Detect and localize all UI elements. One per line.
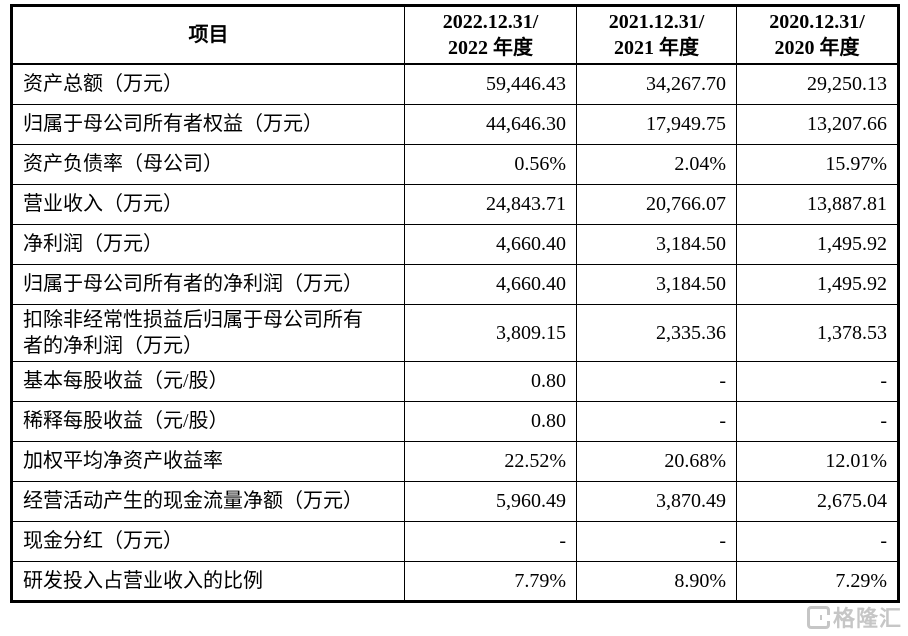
row-value: 15.97%	[736, 143, 899, 185]
row-value: -	[576, 520, 737, 562]
row-label: 稀释每股收益（元/股）	[11, 400, 405, 442]
row-value: 7.29%	[736, 560, 899, 602]
row-value: 20,766.07	[576, 183, 737, 225]
table-row: 资产总额（万元） 59,446.43 34,267.70 29,250.13	[11, 63, 899, 105]
watermark-text: 格隆汇	[832, 606, 902, 631]
row-value: 5,960.49	[404, 480, 577, 522]
table-row: 营业收入（万元） 24,843.71 20,766.07 13,887.81	[11, 183, 899, 225]
table-body: 资产总额（万元） 59,446.43 34,267.70 29,250.13 归属于母公…	[11, 63, 899, 602]
row-value: 2.04%	[576, 143, 737, 185]
row-value: 20.68%	[576, 440, 737, 482]
row-value: 59,446.43	[404, 63, 577, 105]
row-label: 加权平均净资产收益率	[11, 440, 405, 482]
row-value: -	[576, 360, 737, 402]
row-value: 3,184.50	[576, 263, 737, 305]
row-value: 8.90%	[576, 560, 737, 602]
row-value: 13,887.81	[736, 183, 899, 225]
row-value: 2,675.04	[736, 480, 899, 522]
row-value: 1,495.92	[736, 223, 899, 265]
table-row: 现金分红（万元） - - -	[11, 520, 899, 562]
table-row: 经营活动产生的现金流量净额（万元） 5,960.49 3,870.49 2,675.0…	[11, 480, 899, 522]
row-value: -	[576, 400, 737, 442]
row-value: 4,660.40	[404, 223, 577, 265]
table-row: 稀释每股收益（元/股） 0.80- -	[11, 400, 899, 442]
row-label: 归属于母公司所有者的净利润（万元）	[11, 263, 405, 305]
row-value: 3,870.49	[576, 480, 737, 522]
watermark: 格隆汇	[806, 601, 902, 633]
table-row: 研发投入占营业收入的比例 7.79% 8.90% 7.29%	[11, 560, 899, 602]
row-value: 12.01%	[736, 440, 899, 482]
gelonghui-logo-icon	[806, 605, 830, 629]
row-value: -	[736, 520, 899, 562]
table-row: 资产负债率（母公司） 0.56% 2.04% 15.97%	[11, 143, 899, 185]
row-label: 经营活动产生的现金流量净额（万元）	[11, 480, 405, 522]
column-header-item: 项目	[11, 5, 405, 65]
row-value: 0.80	[404, 400, 577, 442]
row-label: 研发投入占营业收入的比例	[11, 560, 405, 602]
row-value: 1,495.92	[736, 263, 899, 305]
row-value: 0.56%	[404, 143, 577, 185]
row-label: 扣除非经常性损益后归属于母公司所有 者的净利润（万元）	[11, 303, 405, 362]
row-value: -	[736, 400, 899, 442]
row-value: 2,335.36	[576, 303, 737, 362]
row-value: 29,250.13	[736, 63, 899, 105]
header-row: 项目 2022.12.31/ 2022 年度 2021.12.31/ 2021 …	[11, 5, 899, 65]
row-label: 现金分红（万元）	[11, 520, 405, 562]
row-label: 资产负债率（母公司）	[11, 143, 405, 185]
table-row: 加权平均净资产收益率 22.52% 20.68% 12.01%	[11, 440, 899, 482]
table-header: 项目 2022.12.31/ 2022 年度 2021.12.31/ 2021 …	[11, 5, 899, 65]
row-label: 净利润（万元）	[11, 223, 405, 265]
table-row: 净利润（万元） 4,660.40 3,184.50 1,495.92	[11, 223, 899, 265]
column-header-2020: 2020.12.31/ 2020 年度	[736, 5, 899, 65]
row-label: 归属于母公司所有者权益（万元）	[11, 103, 405, 145]
row-value: 34,267.70	[576, 63, 737, 105]
row-value: 0.80	[404, 360, 577, 402]
row-value: 44,646.30	[404, 103, 577, 145]
row-value: 22.52%	[404, 440, 577, 482]
table-row: 归属于母公司所有者权益（万元） 44,646.30 17,949.75 13,207.…	[11, 103, 899, 145]
row-value: 17,949.75	[576, 103, 737, 145]
row-value: -	[404, 520, 577, 562]
table-row: 扣除非经常性损益后归属于母公司所有 者的净利润（万元） 3,809.15 2,335…	[11, 303, 899, 362]
table-row: 基本每股收益（元/股） 0.80- -	[11, 360, 899, 402]
row-value: 7.79%	[404, 560, 577, 602]
row-value: -	[736, 360, 899, 402]
row-value: 3,809.15	[404, 303, 577, 362]
column-header-2021: 2021.12.31/ 2021 年度	[576, 5, 737, 65]
row-value: 24,843.71	[404, 183, 577, 225]
table-row: 归属于母公司所有者的净利润（万元） 4,660.40 3,184.50 1,495.9…	[11, 263, 899, 305]
row-value: 13,207.66	[736, 103, 899, 145]
row-value: 1,378.53	[736, 303, 899, 362]
row-label: 营业收入（万元）	[11, 183, 405, 225]
row-value: 3,184.50	[576, 223, 737, 265]
column-header-2022: 2022.12.31/ 2022 年度	[404, 5, 577, 65]
row-label: 基本每股收益（元/股）	[11, 360, 405, 402]
financial-summary-table: 项目 2022.12.31/ 2022 年度 2021.12.31/ 2021 …	[10, 4, 900, 603]
row-value: 4,660.40	[404, 263, 577, 305]
row-label: 资产总额（万元）	[11, 63, 405, 105]
